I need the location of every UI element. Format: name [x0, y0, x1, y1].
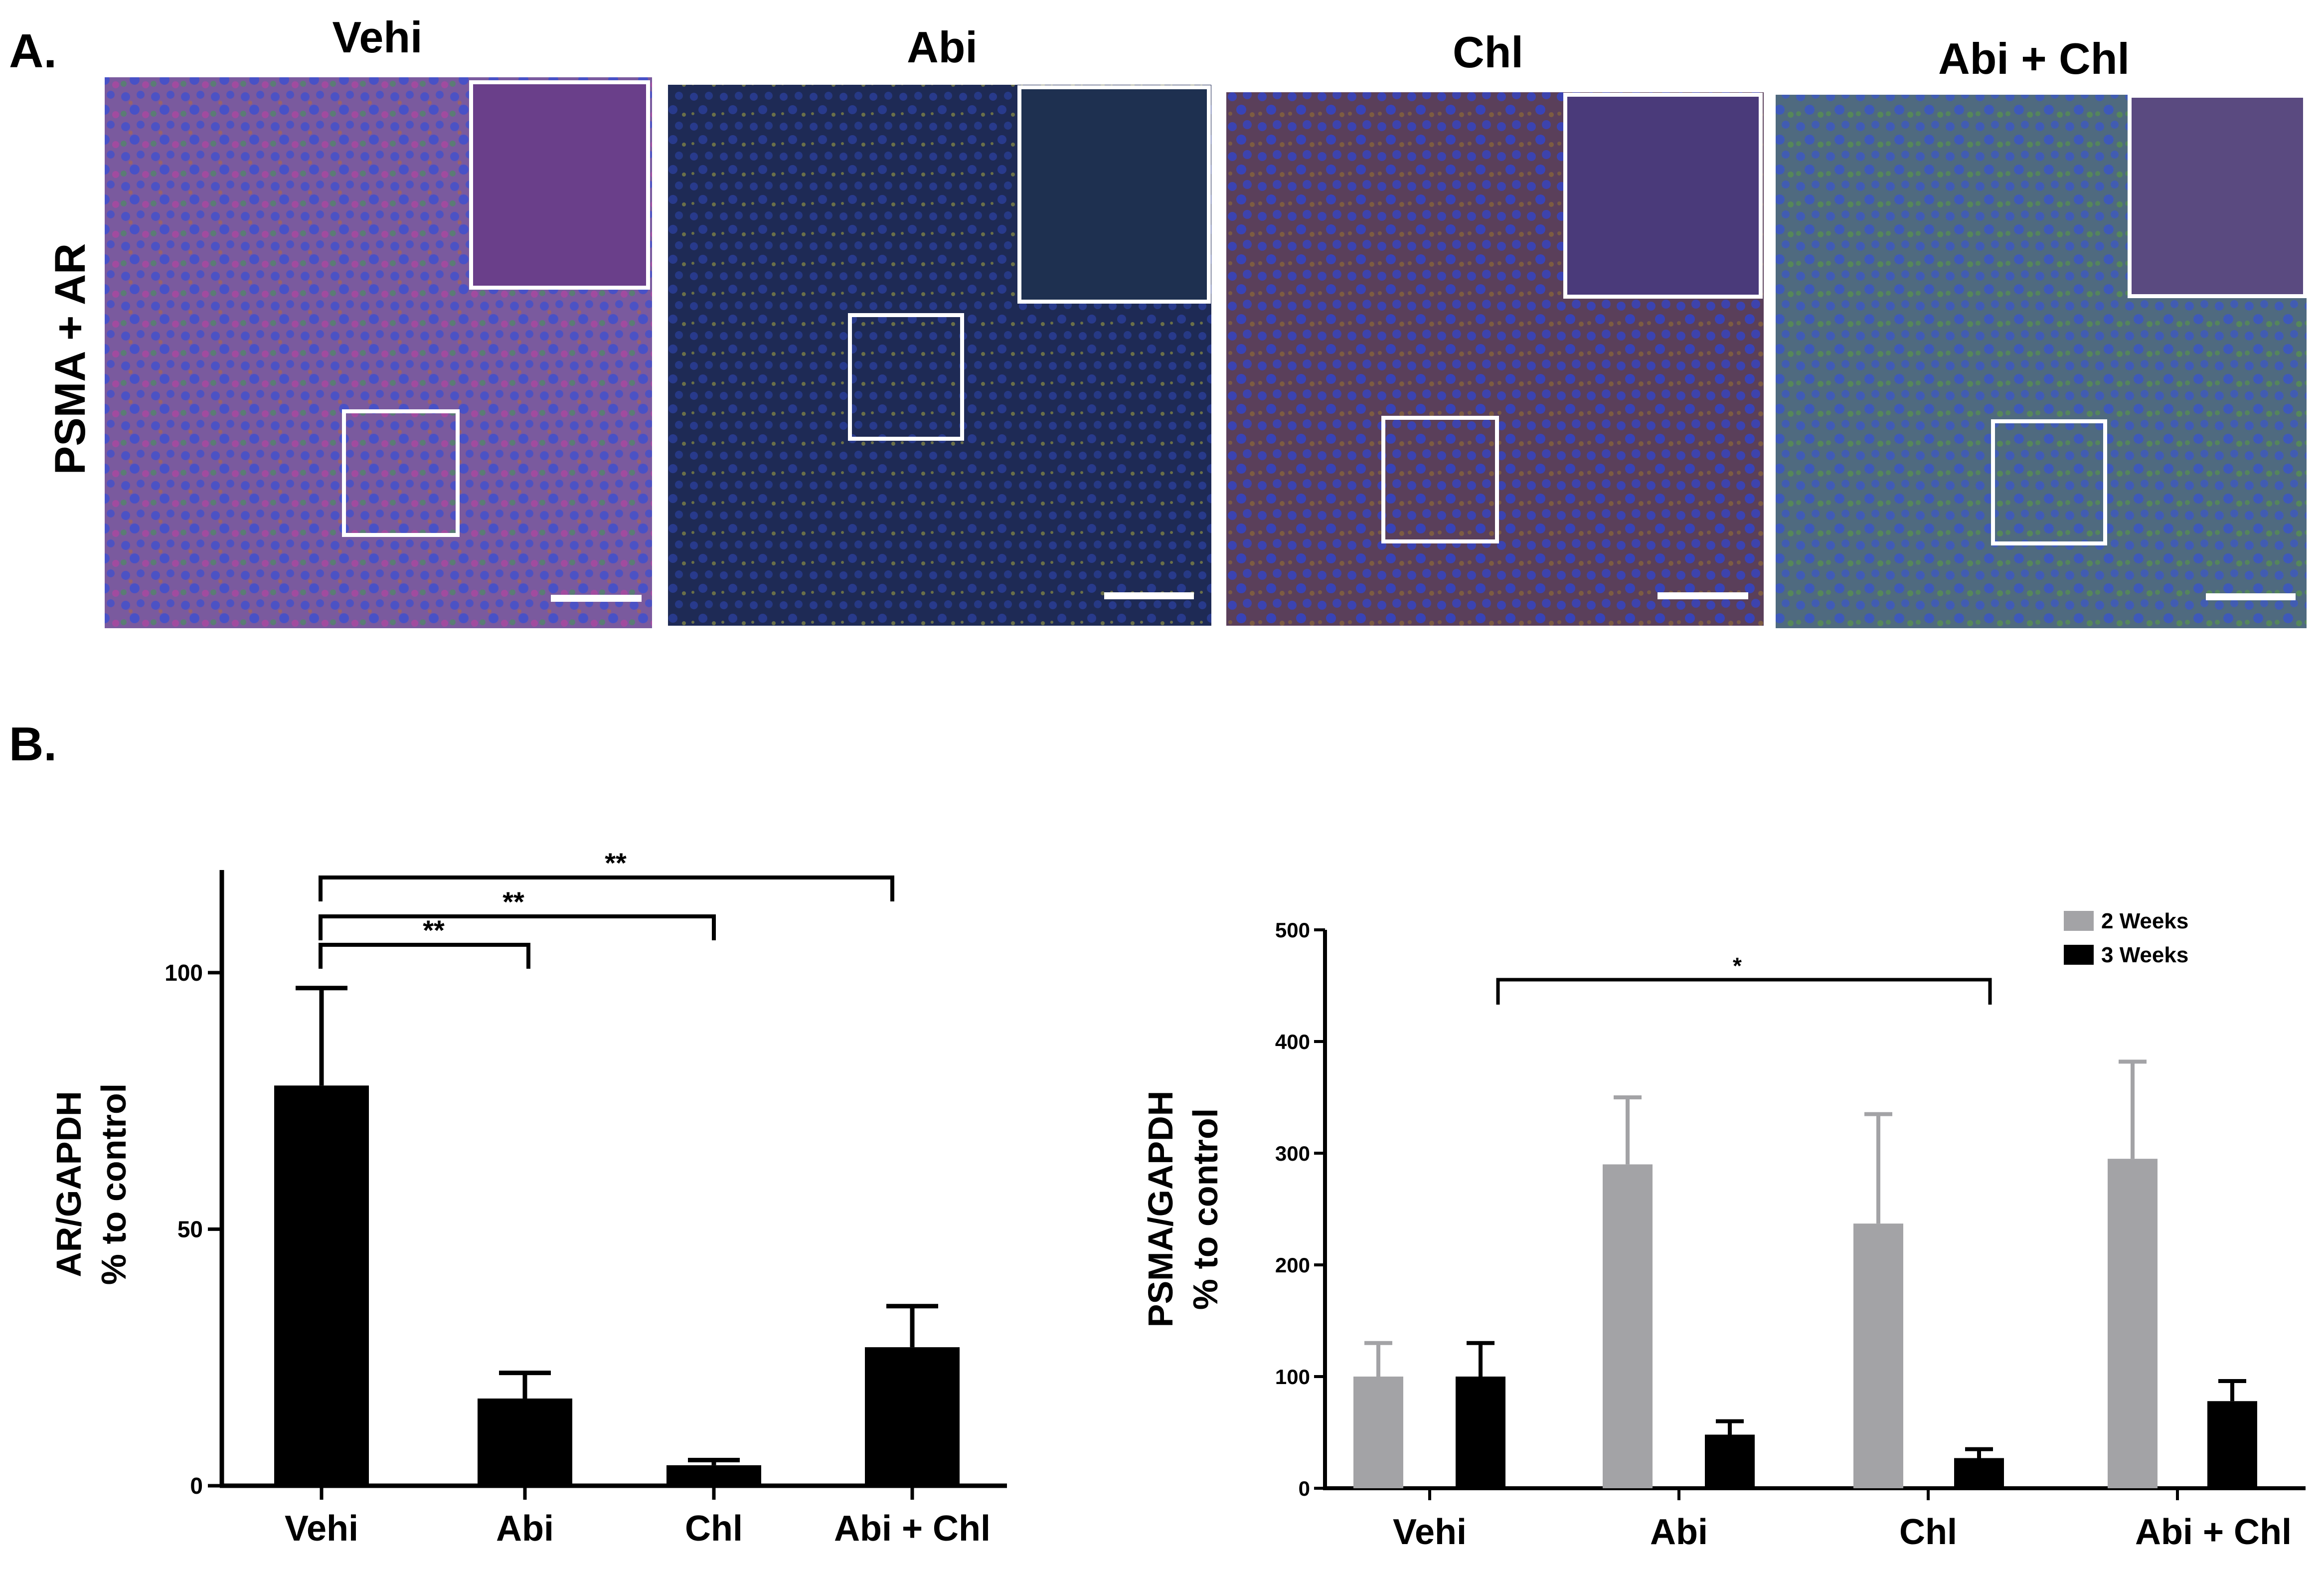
roi-box — [1991, 419, 2107, 545]
x-tick-label: Vehi — [285, 1509, 358, 1549]
x-tick-label: Chl — [685, 1509, 743, 1549]
y-axis-label: % to control — [1186, 1108, 1225, 1310]
legend-label: 3 Weeks — [2101, 943, 2188, 967]
micrograph-title: Chl — [1453, 27, 1523, 77]
y-tick-label: 50 — [177, 1216, 203, 1242]
micrograph-abi: Abi — [668, 22, 1211, 626]
micrograph-chl: Chl — [1226, 27, 1764, 626]
roi-box — [342, 409, 460, 537]
significance-label: ** — [605, 847, 627, 878]
y-tick-label: 500 — [1275, 918, 1310, 942]
psma-chart: 0 100 200 300 400 500 Vehi Abi Chl Abi + Chl 2 Wee… — [1141, 909, 2306, 1552]
inset-image — [1563, 93, 1763, 299]
roi-box — [1381, 416, 1499, 543]
x-tick-label: Chl — [1899, 1512, 1957, 1552]
bar — [478, 1398, 572, 1486]
scale-bar — [1104, 592, 1194, 599]
micrograph-title: Vehi — [332, 12, 423, 62]
x-tick-label: Abi + Chl — [834, 1509, 991, 1549]
panel-b-letter: B. — [9, 717, 57, 771]
x-tick-label: Abi — [1650, 1512, 1708, 1552]
bar — [2207, 1401, 2257, 1488]
significance-bracket — [319, 914, 716, 940]
significance-bracket — [1496, 978, 1992, 1005]
bar — [865, 1347, 960, 1486]
scale-bar — [2206, 593, 2296, 600]
bar — [1353, 1377, 1403, 1488]
ar-chart: 0 50 100 Vehi Abi Chl Abi + Chl ** ** ** AR/GAPDH%… — [49, 847, 1007, 1549]
bar — [666, 1465, 761, 1486]
y-tick-label: 200 — [1275, 1253, 1310, 1277]
micrograph-vehi: Vehi — [105, 12, 652, 628]
bar — [2108, 1159, 2158, 1488]
bar — [1853, 1223, 1903, 1488]
bar — [1603, 1164, 1653, 1488]
y-tick-label: 100 — [1275, 1365, 1310, 1389]
y-axis-label: % to control — [94, 1083, 133, 1285]
bar — [1456, 1377, 1505, 1488]
y-tick-label: 100 — [165, 960, 203, 986]
inset-image — [1017, 85, 1211, 304]
scale-bar — [551, 595, 642, 602]
micrograph-title: Abi — [907, 22, 978, 72]
x-tick-label: Abi — [496, 1509, 554, 1549]
significance-bracket — [319, 875, 894, 901]
y-axis-label: AR/GAPDH — [49, 1091, 88, 1277]
micrograph-title: Abi + Chl — [1938, 34, 2130, 83]
legend-label: 2 Weeks — [2101, 909, 2188, 933]
scale-bar — [1658, 592, 1748, 599]
bar — [274, 1085, 369, 1486]
bar — [1705, 1434, 1755, 1488]
inset-image — [2128, 94, 2307, 298]
bar — [1954, 1458, 2004, 1488]
row-label: PSMA + AR — [46, 243, 94, 475]
y-tick-label: 0 — [1299, 1477, 1310, 1500]
panel-a-letter: A. — [9, 24, 57, 78]
significance-label: ** — [502, 886, 524, 917]
y-tick-label: 300 — [1275, 1142, 1310, 1165]
x-tick-label: Vehi — [1393, 1512, 1467, 1552]
micrograph-abi-chl: Abi + Chl — [1776, 34, 2307, 628]
significance-label: ** — [423, 914, 445, 946]
significance-label: * — [1733, 953, 1742, 979]
y-tick-label: 0 — [190, 1473, 203, 1499]
x-tick-label: Abi + Chl — [2135, 1512, 2292, 1552]
y-axis-label: PSMA/GAPDH — [1141, 1091, 1180, 1327]
legend-swatch — [2064, 945, 2094, 965]
significance-bracket — [319, 943, 530, 969]
legend-swatch — [2064, 911, 2094, 931]
roi-box — [848, 313, 964, 441]
y-tick-label: 400 — [1275, 1030, 1310, 1053]
inset-image — [469, 80, 650, 290]
